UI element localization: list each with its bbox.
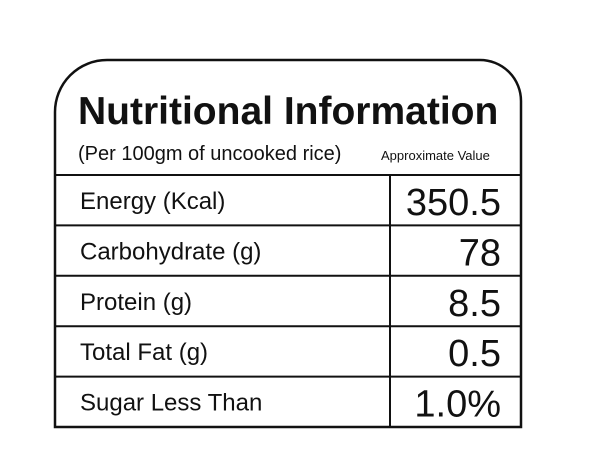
row-label: Energy (Kcal) <box>80 188 225 215</box>
row-label: Carbohydrate (g) <box>80 238 261 265</box>
row-label: Total Fat (g) <box>80 339 208 366</box>
title: Nutritional Information <box>78 90 498 133</box>
label-border <box>53 58 523 429</box>
note: Approximate Value <box>381 148 490 163</box>
row-value: 78 <box>459 232 501 274</box>
subtitle: (Per 100gm of uncooked rice) <box>78 143 341 165</box>
row-value: 1.0% <box>414 384 501 426</box>
table: Energy (Kcal) 350.5 Carbohydrate (g) 78 Prot… <box>55 174 521 426</box>
row-label: Protein (g) <box>80 289 192 316</box>
row-value: 350.5 <box>406 182 501 224</box>
row-value: 8.5 <box>448 283 501 325</box>
row-label: Sugar Less Than <box>80 390 262 417</box>
row-value: 0.5 <box>448 333 501 375</box>
